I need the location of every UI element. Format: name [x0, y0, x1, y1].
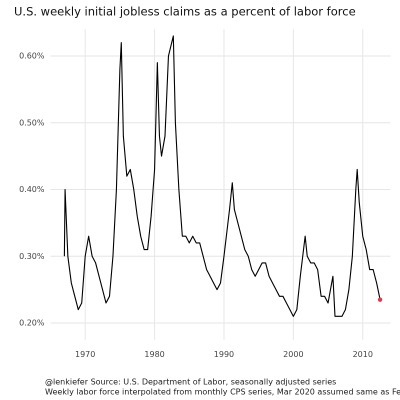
y-tick-label: 0.50% [19, 118, 45, 127]
x-tick-label: 1970 [75, 350, 95, 359]
y-tick-label: 0.20% [19, 319, 45, 328]
x-tick-label: 2010 [353, 350, 373, 359]
x-tick-label: 1990 [214, 350, 234, 359]
caption: @lenkiefer Source: U.S. Department of La… [45, 378, 336, 387]
y-tick-label: 0.40% [19, 185, 45, 194]
chart-title: U.S. weekly initial jobless claims as a … [14, 5, 356, 19]
caption: Weekly labor force interpolated from mon… [45, 388, 400, 397]
y-tick-label: 0.30% [19, 252, 45, 261]
x-tick-label: 1980 [144, 350, 164, 359]
series-line [63, 35, 381, 317]
x-tick-label: 2000 [283, 350, 303, 359]
y-tick-label: 0.60% [19, 52, 45, 61]
end-point [377, 297, 383, 302]
